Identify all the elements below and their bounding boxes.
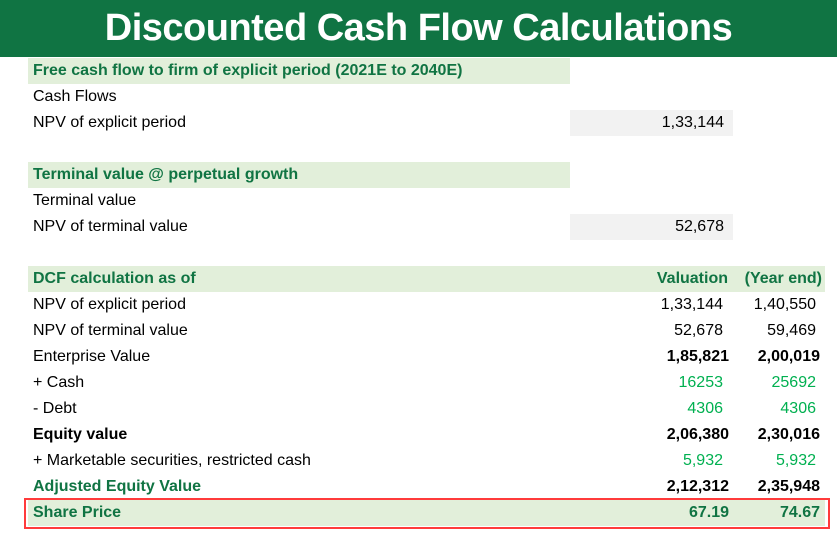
- dcf-row-label: Equity value: [33, 426, 128, 443]
- dcf-row: NPV of terminal value 52,678 59,469: [28, 318, 825, 344]
- year-end-value[interactable]: 2,00,019: [757, 348, 820, 365]
- npv-explicit-cell[interactable]: 1,33,144: [570, 110, 733, 136]
- dcf-row-label: + Cash: [33, 374, 85, 391]
- dcf-row: Share Price 67.19 74.67: [28, 500, 825, 526]
- npv-terminal-cell[interactable]: 52,678: [570, 214, 733, 240]
- npv-terminal-label: NPV of terminal value: [33, 218, 188, 235]
- npv-explicit-value: 1,33,144: [661, 114, 724, 131]
- year-end-value[interactable]: 4306: [780, 400, 816, 417]
- dcf-row: Enterprise Value 1,85,821 2,00,019: [28, 344, 825, 370]
- valuation-value[interactable]: 67.19: [688, 504, 729, 521]
- year-end-value[interactable]: 25692: [771, 374, 817, 391]
- cash-flows-row: Cash Flows: [28, 84, 568, 110]
- dcf-row-label: NPV of explicit period: [33, 296, 186, 313]
- npv-terminal-row: NPV of terminal value: [28, 214, 568, 240]
- valuation-value[interactable]: 1,33,144: [660, 296, 723, 313]
- year-end-column-header: (Year end): [744, 270, 822, 287]
- dcf-row-label: Adjusted Equity Value: [33, 478, 202, 495]
- dcf-row-label: Share Price: [33, 504, 122, 521]
- year-end-value[interactable]: 2,30,016: [757, 426, 820, 443]
- valuation-value[interactable]: 1,85,821: [666, 348, 729, 365]
- dcf-row-label: Enterprise Value: [33, 348, 151, 365]
- dcf-row: - Debt 4306 4306: [28, 396, 825, 422]
- npv-terminal-value: 52,678: [675, 218, 724, 235]
- explicit-header: Free cash flow to firm of explicit perio…: [28, 58, 570, 84]
- valuation-value[interactable]: 2,06,380: [666, 426, 729, 443]
- valuation-value[interactable]: 4306: [687, 400, 723, 417]
- page-title: Discounted Cash Flow Calculations: [0, 0, 837, 57]
- valuation-value[interactable]: 2,12,312: [666, 478, 729, 495]
- year-end-value[interactable]: 74.67: [779, 504, 820, 521]
- year-end-value[interactable]: 2,35,948: [757, 478, 820, 495]
- dcf-header-label: DCF calculation as of: [33, 270, 196, 287]
- terminal-value-row: Terminal value: [28, 188, 568, 214]
- terminal-header: Terminal value @ perpetual growth: [28, 162, 570, 188]
- explicit-header-label: Free cash flow to firm of explicit perio…: [33, 62, 463, 79]
- dcf-row: Adjusted Equity Value 2,12,312 2,35,948: [28, 474, 825, 500]
- npv-explicit-row: NPV of explicit period: [28, 110, 568, 136]
- valuation-value[interactable]: 16253: [678, 374, 724, 391]
- dcf-row-label: + Marketable securities, restricted cash: [33, 452, 311, 469]
- year-end-value[interactable]: 59,469: [767, 322, 816, 339]
- share-price-highlight: [24, 498, 830, 529]
- dcf-row: + Marketable securities, restricted cash…: [28, 448, 825, 474]
- dcf-row: NPV of explicit period 1,33,144 1,40,550: [28, 292, 825, 318]
- valuation-value[interactable]: 5,932: [682, 452, 723, 469]
- terminal-header-label: Terminal value @ perpetual growth: [33, 166, 299, 183]
- dcf-row: Equity value 2,06,380 2,30,016: [28, 422, 825, 448]
- cash-flows-label: Cash Flows: [33, 88, 117, 105]
- valuation-value[interactable]: 52,678: [674, 322, 723, 339]
- dcf-header: DCF calculation as of Valuation (Year en…: [28, 266, 825, 292]
- year-end-value[interactable]: 5,932: [775, 452, 816, 469]
- terminal-value-label: Terminal value: [33, 192, 137, 209]
- npv-explicit-label: NPV of explicit period: [33, 114, 186, 131]
- year-end-value[interactable]: 1,40,550: [753, 296, 816, 313]
- dcf-row-label: NPV of terminal value: [33, 322, 188, 339]
- valuation-column-header: Valuation: [656, 270, 728, 287]
- dcf-row-label: - Debt: [33, 400, 77, 417]
- dcf-row: + Cash 16253 25692: [28, 370, 825, 396]
